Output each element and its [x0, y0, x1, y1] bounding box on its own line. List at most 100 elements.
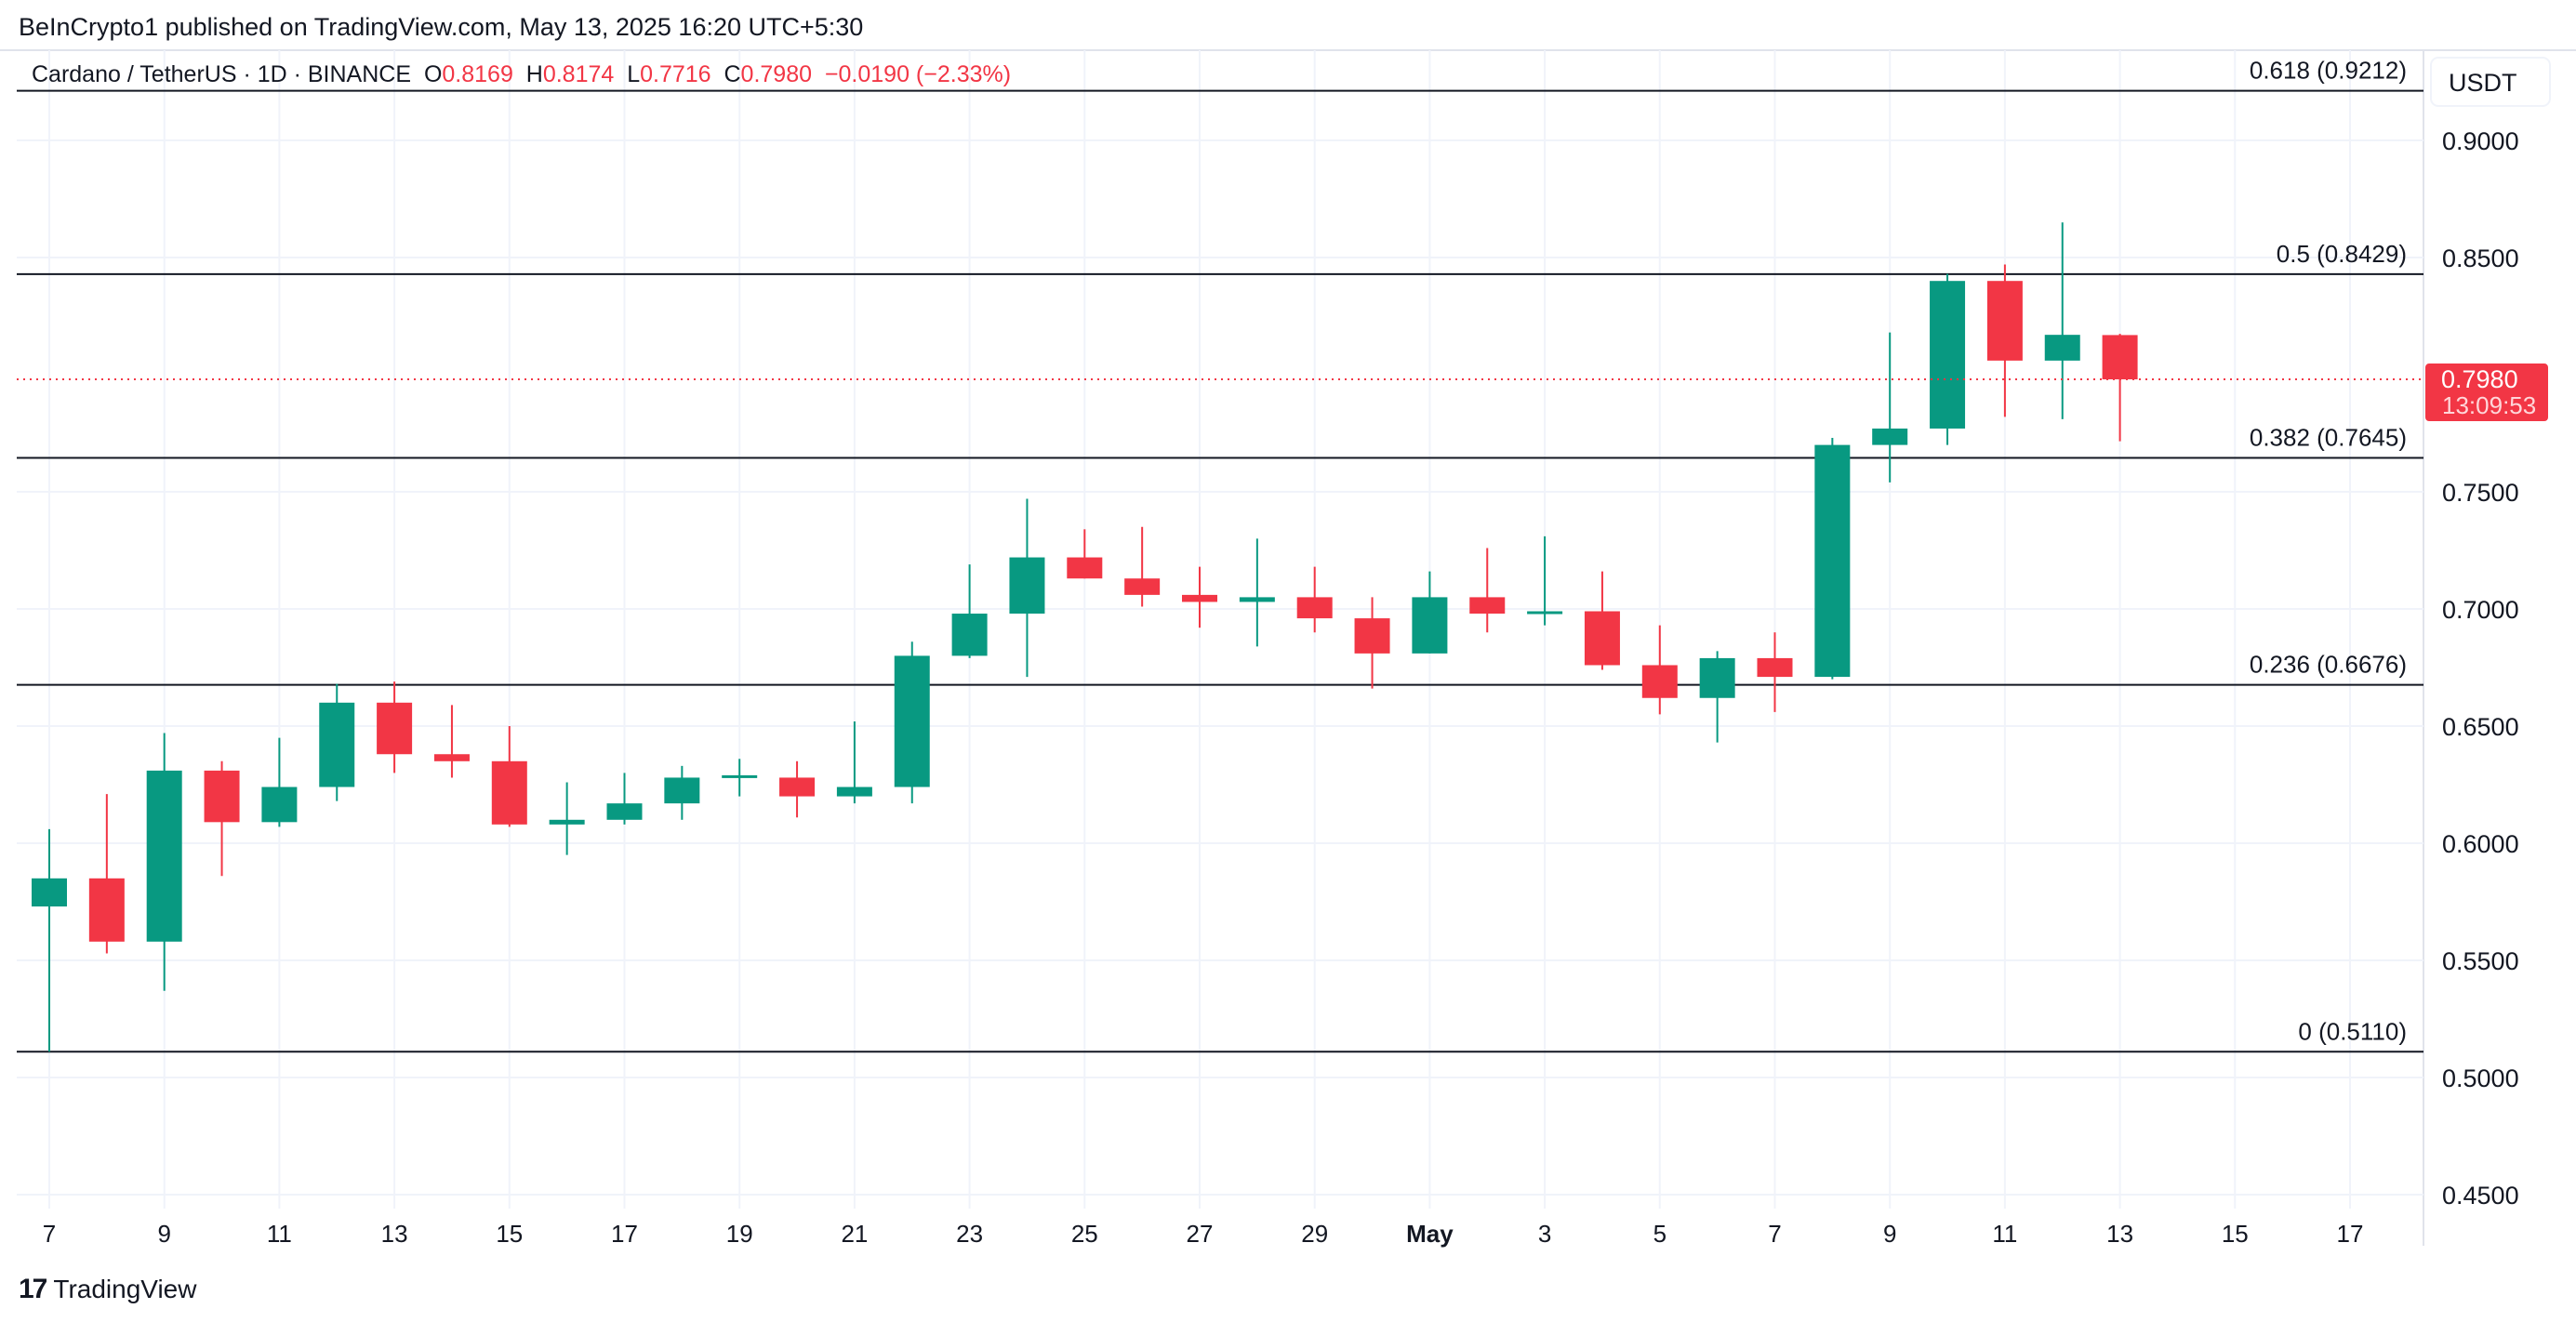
candle-body [1872, 428, 1908, 445]
candle [722, 759, 758, 797]
candle-body [1124, 578, 1161, 595]
candle [1527, 535, 1563, 626]
candle [2044, 222, 2080, 419]
last-price-value: 0.7980 [2441, 365, 2518, 393]
x-tick-label: 19 [726, 1220, 753, 1248]
candle [1412, 571, 1448, 654]
candle [1814, 438, 1851, 680]
x-tick-label: 23 [956, 1220, 983, 1248]
candle-body [894, 655, 930, 787]
x-tick-label: 11 [267, 1220, 292, 1248]
x-tick-label: 25 [1071, 1220, 1098, 1248]
candle-body [1469, 597, 1506, 615]
x-tick-label: 13 [381, 1220, 408, 1248]
open-label: O [423, 61, 443, 87]
high-value: 0.8174 [542, 61, 615, 87]
candle-body [377, 702, 413, 755]
y-tick-label: 0.5000 [2442, 1064, 2519, 1092]
fib-level-label: 0.618 (0.9212) [2250, 57, 2407, 85]
candle [204, 760, 240, 877]
x-tick-label: 29 [1301, 1220, 1328, 1248]
candle-body [1239, 597, 1275, 602]
candle-body [951, 614, 988, 656]
y-tick-label: 0.7500 [2442, 479, 2519, 507]
low-label: L [627, 61, 641, 87]
candle-body [146, 770, 182, 942]
candle-body [1412, 597, 1448, 654]
open-value: 0.8169 [442, 61, 513, 87]
candle-body [1930, 281, 1966, 429]
y-tick-label: 0.4500 [2442, 1182, 2519, 1210]
logo-text: TradingView [53, 1275, 197, 1303]
candle [1872, 332, 1908, 483]
candle [1239, 538, 1275, 647]
candle [1930, 273, 1966, 445]
candle [433, 705, 470, 778]
candle [951, 564, 988, 658]
x-tick-label: 15 [496, 1220, 523, 1248]
candle [1699, 651, 1735, 743]
candle-body [1699, 657, 1735, 698]
candle [1584, 571, 1620, 670]
currency-label: USDT [2449, 69, 2517, 97]
x-tick-label: 7 [43, 1220, 56, 1248]
candle-body [722, 774, 758, 778]
candle-body [1986, 281, 2023, 361]
candle-body [319, 702, 355, 787]
fib-level-label: 0.382 (0.7645) [2250, 423, 2407, 451]
candle-body [204, 770, 240, 823]
candle-body [1354, 618, 1390, 654]
candle [32, 828, 67, 1052]
candle-body [1009, 557, 1045, 615]
candle-body [433, 754, 470, 761]
candle-body [88, 878, 125, 942]
y-tick-label: 0.8500 [2442, 245, 2519, 272]
candle-body [1182, 594, 1217, 602]
candle-body [261, 787, 298, 823]
x-tick-label: 21 [841, 1220, 868, 1248]
low-value: 0.7716 [640, 61, 711, 87]
candle-body [1067, 557, 1103, 579]
candle [261, 737, 298, 827]
candle-body [1296, 597, 1333, 619]
x-tick-label: 9 [1883, 1220, 1896, 1248]
close-label: C [724, 61, 741, 87]
x-tick-label: 11 [1992, 1220, 2017, 1248]
symbol-name[interactable]: Cardano / TetherUS · 1D · BINANCE [32, 61, 412, 87]
x-tick-label: May [1406, 1220, 1454, 1248]
candle-body [549, 819, 585, 825]
candle [491, 726, 527, 827]
candle-body [32, 878, 67, 907]
close-value: 0.7980 [740, 61, 813, 87]
x-tick-label: 3 [1538, 1220, 1551, 1248]
candle-countdown: 13:09:53 [2442, 391, 2536, 419]
publisher-line: BeInCrypto1 published on TradingView.com… [19, 13, 864, 41]
candle [1469, 548, 1506, 633]
x-tick-label: 7 [1768, 1220, 1781, 1248]
y-tick-label: 0.5500 [2442, 947, 2519, 975]
candle [1641, 625, 1678, 715]
x-tick-label: 15 [2222, 1220, 2249, 1248]
fib-level-label: 0.5 (0.8429) [2277, 240, 2407, 268]
candle-body [664, 777, 700, 804]
candle [1067, 529, 1103, 579]
candle-body [606, 803, 643, 820]
candle [146, 733, 182, 991]
candle [88, 794, 125, 954]
fib-level-label: 0.236 (0.6676) [2250, 651, 2407, 679]
candle [894, 641, 930, 804]
candle-body [1584, 611, 1620, 666]
tradingview-logo[interactable]: 17 TradingView [19, 1274, 196, 1305]
y-tick-label: 0.9000 [2442, 127, 2519, 155]
candle-body [1757, 657, 1793, 678]
change-value: −0.0190 (−2.33%) [824, 61, 1012, 87]
candle [606, 773, 643, 825]
candle-body [779, 777, 816, 797]
candle-body [491, 760, 527, 825]
x-tick-label: 13 [2106, 1220, 2133, 1248]
candle [319, 683, 355, 801]
candle [1757, 632, 1793, 712]
x-tick-label: 5 [1653, 1220, 1666, 1248]
candle [836, 720, 872, 804]
